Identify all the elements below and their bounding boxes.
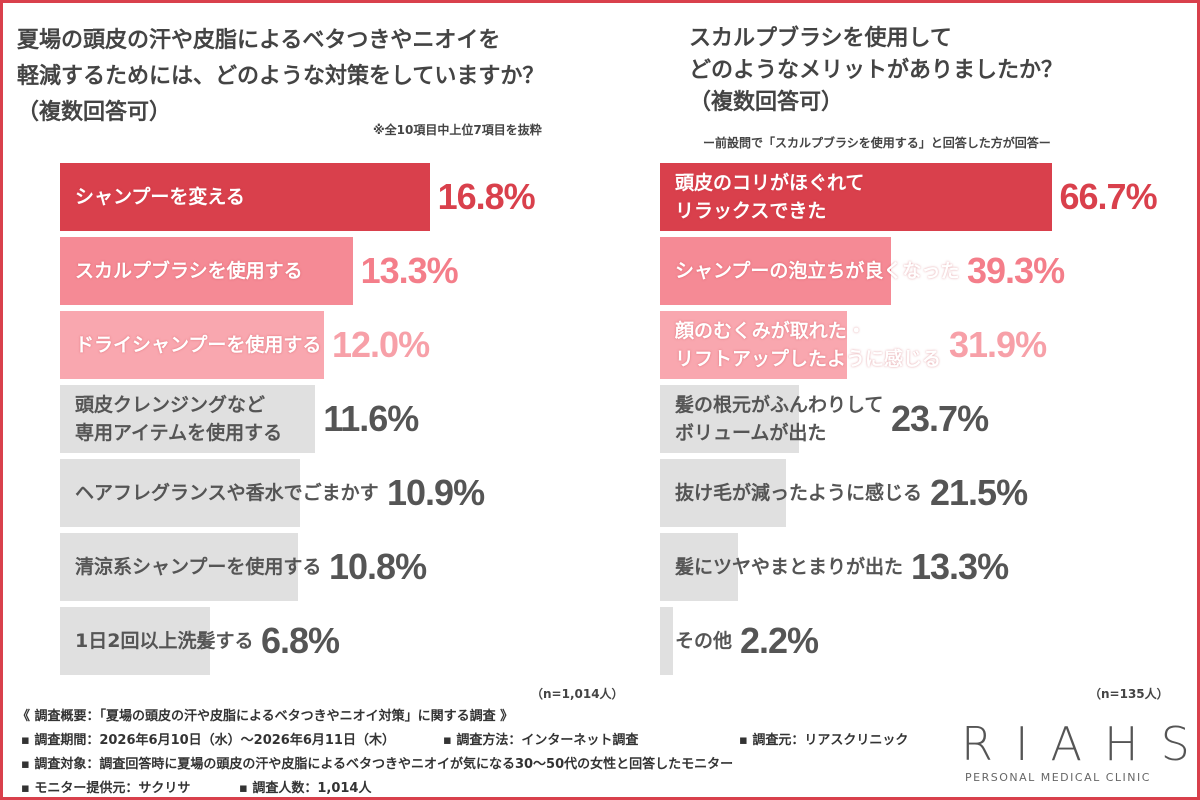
bar: [60, 385, 316, 453]
footer-item: ▪ 調査対象：調査回答時に夏場の頭皮の汗や皮脂によるベタつきやニオイが気になる3…: [21, 757, 734, 772]
bar: [60, 237, 353, 305]
bar: [660, 237, 891, 305]
category-label: スカルプブラシを使用する: [75, 260, 303, 282]
value-label: 39.3%: [967, 250, 1065, 291]
bar: [60, 607, 210, 675]
footer-item: ▪ 調査方法：インターネット調査: [443, 733, 639, 748]
value-label: 23.7%: [891, 398, 989, 439]
footer-item: ▪ 調査元：リアスクリニック: [739, 733, 909, 748]
value-label: 13.3%: [360, 250, 459, 291]
bar: [60, 163, 430, 231]
footer-item: ▪ 調査期間：2026年6月10日（水）～2026年6月11日（木）: [21, 733, 395, 748]
sample-size: （n=135人）: [1089, 687, 1169, 701]
bar: [660, 607, 673, 675]
category-label: 髪にツヤやまとまりが出た: [675, 556, 904, 578]
bar: [660, 385, 800, 453]
footer-heading: 《 調査概要：「夏場の頭皮の汗や皮脂によるベタつきやニオイ対策」に関する調査 》: [17, 709, 514, 724]
value-label: 66.7%: [1059, 176, 1158, 217]
value-label: 11.6%: [323, 398, 419, 439]
bar: [660, 163, 1052, 231]
category-label: シャンプーの泡立ちが良くなった: [675, 260, 960, 282]
footer-item: ▪ 調査人数：1,014人: [239, 781, 372, 796]
note: ※全10項目中上位7項目を抜粋: [373, 123, 542, 137]
value-label: 13.3%: [911, 546, 1009, 587]
value-label: 12.0%: [332, 324, 430, 365]
sample-size: （n=1,014人）: [531, 687, 624, 701]
chart-title: 夏場の頭皮の汗や皮脂によるベタつきやニオイを 軽減するためには、どのような対策を…: [17, 28, 545, 125]
value-label: 31.9%: [949, 324, 1047, 365]
category-label: 1日2回以上洗髪する: [75, 630, 254, 652]
category-label: 髪の根元がふんわりして ボリュームが出た: [675, 394, 884, 444]
bar: [660, 459, 787, 527]
logo: RIAHS: [961, 717, 1200, 771]
value-label: 16.8%: [437, 176, 536, 217]
category-label: ドライシャンプーを使用する: [75, 334, 322, 356]
category-label: ヘアフレグランスや香水でごまかす: [75, 482, 379, 504]
category-label: 頭皮クレンジングなど 専用アイテムを使用する: [75, 394, 283, 444]
category-label: 抜け毛が減ったように感じる: [675, 482, 923, 504]
bar: [60, 459, 300, 527]
bar: [60, 311, 324, 379]
note: ー前設問で「スカルプブラシを使用する」と回答した方が回答ー: [703, 136, 1051, 150]
bar: [660, 533, 739, 601]
footer-item: ▪ モニター提供元：サクリサ: [21, 781, 191, 796]
bar: [60, 533, 298, 601]
bar: [660, 311, 848, 379]
category-label: 清涼系シャンプーを使用する: [75, 556, 322, 578]
value-label: 6.8%: [261, 620, 340, 661]
category-label: シャンプーを変える: [75, 186, 245, 208]
value-label: 21.5%: [930, 472, 1028, 513]
value-label: 10.8%: [329, 546, 427, 587]
category-label: 頭皮のコリがほぐれて リラックスできた: [675, 172, 865, 222]
category-label: その他: [675, 630, 733, 652]
chart-title: スカルプブラシを使用して どのようなメリットがありましたか？ （複数回答可）: [689, 26, 1064, 115]
category-label: 顔のむくみが取れた・ リフトアップしたように感じる: [675, 320, 942, 370]
value-label: 10.9%: [387, 472, 485, 513]
logo-tagline: PERSONAL MEDICAL CLINIC: [965, 771, 1151, 784]
value-label: 2.2%: [740, 620, 819, 661]
